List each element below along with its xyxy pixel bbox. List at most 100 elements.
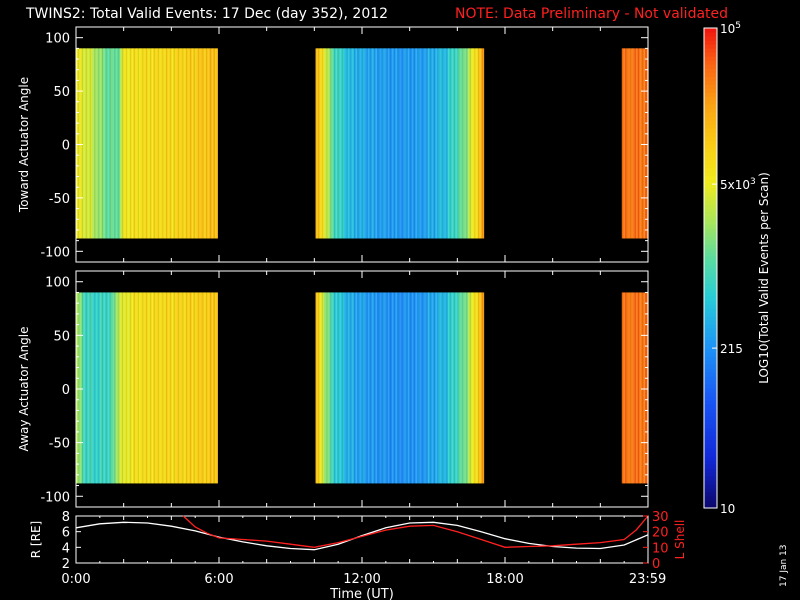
colorbar-cell [704,476,717,481]
colorbar-cell [704,84,717,89]
y-tick-label: 6 [62,526,70,541]
colorbar-cell [704,412,717,417]
colorbar-cell [704,64,717,69]
toward-actuator-panel: -100 -50 0 50 100 Toward Actuator Angle [17,26,649,263]
l-shell-line [182,515,648,548]
texture [76,48,218,239]
colorbar-cell [704,460,717,465]
colorbar-cell [704,316,717,321]
colorbar-cell [704,404,717,409]
colorbar-cell [704,376,717,381]
y-tick-label: -50 [49,192,70,207]
colorbar-cell [704,368,717,373]
y-tick-label: 2 [62,557,70,572]
y-tick-label: 50 [53,85,70,100]
colorbar-cell [704,356,717,361]
colorbar-cell [704,396,717,401]
panel-frame [75,515,649,564]
colorbar-cell [704,256,717,261]
colorbar-cell [704,480,717,485]
y-tick-label: -50 [49,437,70,452]
preliminary-note: NOTE: Data Preliminary - Not validated [455,6,729,22]
texture [621,292,648,484]
colorbar-cell [704,56,717,61]
colorbar-cell [704,436,717,441]
colorbar-tick-label: 10 [720,502,735,516]
colorbar-cell [704,100,717,105]
colorbar-cell [704,72,717,77]
colorbar-cell [704,496,717,501]
colorbar-cell [704,444,717,449]
y-tick-label: -100 [40,245,70,260]
colorbar-cell [704,352,717,357]
colorbar-cell [704,228,717,233]
y2-tick-label: 30 [652,510,669,525]
colorbar-cell [704,360,717,365]
colorbar-cell [704,280,717,285]
colorbar-cell [704,92,717,97]
colorbar-cell [704,464,717,469]
colorbar-cell [704,88,717,93]
y2-tick-label: 10 [652,541,669,556]
colorbar-cell [704,348,717,353]
colorbar-cell [704,448,717,453]
colorbar-cell [704,332,717,337]
colorbar-cell [704,296,717,301]
colorbar-cell [704,364,717,369]
data-interval [621,48,649,239]
data-interval [76,48,218,239]
colorbar-cell [704,220,717,225]
colorbar-cell [704,488,717,493]
chart-title: TWINS2: Total Valid Events: 17 Dec (day … [26,6,389,22]
colorbar-cell [704,392,717,397]
colorbar-cell [704,424,717,429]
y-tick-label: 50 [53,329,70,344]
colorbar-cell [704,456,717,461]
colorbar-cell [704,164,717,169]
y-axis-label: Toward Actuator Angle [17,77,31,213]
y-tick-label: 4 [62,541,70,556]
colorbar-cell [704,32,717,37]
colorbar-cell [704,232,717,237]
colorbar-cell [704,308,717,313]
colorbar-label: LOG10(Total Valid Events per Scan) [757,172,771,384]
colorbar-cell [704,204,717,209]
colorbar-cell [704,276,717,281]
colorbar-cell [704,264,717,269]
colorbar-cell [704,176,717,181]
colorbar-cell [704,192,717,197]
colorbar-cell [704,340,717,345]
colorbar-cell [704,468,717,473]
colorbar-cell [704,120,717,125]
colorbar-cell [704,112,717,117]
colorbar-cell [704,472,717,477]
colorbar-cell [704,180,717,185]
texture [315,48,484,239]
colorbar-cell [704,196,717,201]
colorbar-cell [704,108,717,113]
y-axis-label: Away Actuator Angle [17,326,31,451]
colorbar-cell [704,272,717,277]
data-interval [76,292,218,484]
colorbar-cell [704,504,717,509]
colorbar: 10 215 5x103 105 LOG10(Total Valid Events pe… [703,21,771,516]
colorbar-cell [704,380,717,385]
colorbar-cell [704,28,717,33]
colorbar-cell [704,76,717,81]
colorbar-frame [703,27,718,509]
x-tick-label: 23:59 [629,572,666,587]
colorbar-cell [704,116,717,121]
colorbar-cell [704,328,717,333]
colorbar-cell [704,400,717,405]
colorbar-cell [704,144,717,149]
colorbar-cell [704,292,717,297]
colorbar-cell [704,248,717,253]
colorbar-cell [704,252,717,257]
colorbar-cell [704,384,717,389]
x-tick-label: 12:00 [343,572,380,587]
orbit-lines [76,515,648,551]
colorbar-cell [704,68,717,73]
colorbar-tick-label: 215 [720,342,743,356]
y2-axis-label: L Shell [673,520,687,560]
